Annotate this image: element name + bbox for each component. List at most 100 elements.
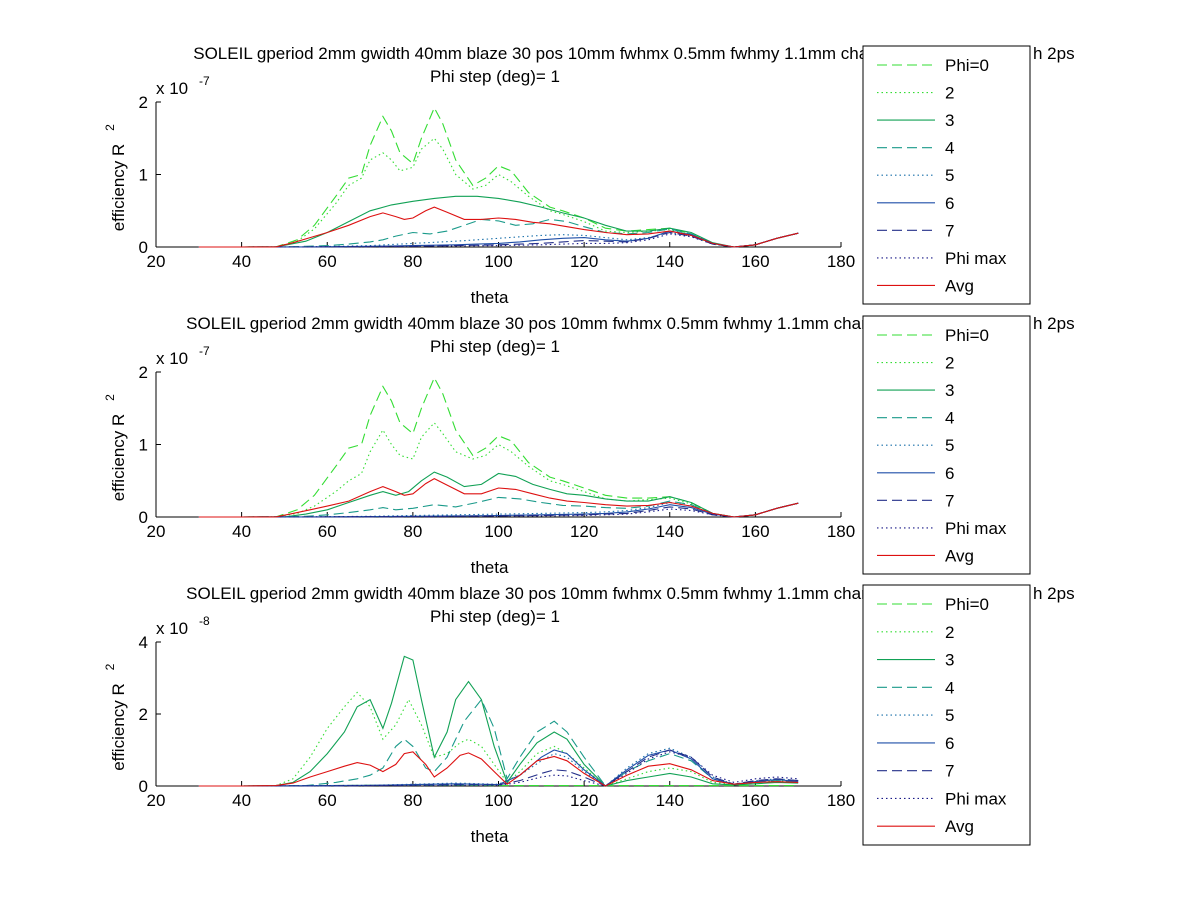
legend: Phi=0 2 3 4 5 6 7 Phi max Avg <box>862 584 1031 846</box>
y-axis-label: efficiency R <box>109 414 128 502</box>
legend-entry: 6 <box>945 734 954 753</box>
plot-title-tail: h 2ps <box>1033 44 1075 63</box>
subplot-3: 20 40 60 80 100 120 140 160 180 0 2 4 x 10 -8 theta eff… <box>103 584 900 846</box>
x-axis-label: theta <box>471 288 509 307</box>
series-line-3 <box>198 471 799 518</box>
series-line-avg <box>198 206 799 248</box>
x-tick-label: 180 <box>827 791 855 810</box>
x-tick-label: 20 <box>147 522 166 541</box>
legend-entry: 3 <box>945 111 954 130</box>
x-tick-label: 80 <box>403 791 422 810</box>
x-tick-label: 40 <box>232 522 251 541</box>
y-exponent-base: x 10 <box>156 349 188 368</box>
legend-entry: 7 <box>945 762 954 781</box>
x-tick-label: 60 <box>318 791 337 810</box>
y-tick-label: 1 <box>139 436 148 455</box>
y-axis-label-superscript: 2 <box>103 124 117 131</box>
legend-entry: 5 <box>945 436 954 455</box>
legend-entry: 5 <box>945 166 954 185</box>
plot-title: SOLEIL gperiod 2mm gwidth 40mm blaze 30 … <box>186 584 900 603</box>
x-tick-label: 160 <box>741 791 769 810</box>
legend-box <box>862 45 1031 305</box>
x-tick-label: 80 <box>403 252 422 271</box>
x-tick-label: 40 <box>232 252 251 271</box>
plot-title: SOLEIL gperiod 2mm gwidth 40mm blaze 30 … <box>186 314 900 333</box>
y-axis-label-superscript: 2 <box>103 394 117 401</box>
series-line-3 <box>198 195 799 248</box>
y-exponent-base: x 10 <box>156 619 188 638</box>
x-tick-label: 140 <box>656 252 684 271</box>
x-tick-label: 120 <box>570 252 598 271</box>
y-tick-label: 4 <box>139 633 148 652</box>
plot-subtitle: Phi step (deg)= 1 <box>430 607 560 626</box>
y-axis-label-group: efficiency R 2 <box>103 124 128 231</box>
series-line-6 <box>198 749 799 787</box>
legend: Phi=0 2 3 4 5 6 7 Phi max Avg <box>862 315 1031 575</box>
x-tick-label: 120 <box>570 791 598 810</box>
series-line-2 <box>198 421 799 518</box>
legend-entry: 7 <box>945 221 954 240</box>
series-line-phi-0 <box>198 106 799 248</box>
legend-entry: 2 <box>945 84 954 103</box>
y-axis-label-group: efficiency R 2 <box>103 394 128 501</box>
plot-title-tail: h 2ps <box>1033 314 1075 333</box>
x-tick-label: 80 <box>403 522 422 541</box>
y-tick-label: 2 <box>139 705 148 724</box>
legend-entry: 7 <box>945 491 954 510</box>
subplot-1: 20 40 60 80 100 120 140 160 180 0 1 2 x 10 -7 theta eff… <box>103 44 893 307</box>
legend-entry: Phi max <box>945 249 1007 268</box>
legend-entry: Avg <box>945 546 974 565</box>
legend-entry: Phi=0 <box>945 595 989 614</box>
x-tick-label: 140 <box>656 791 684 810</box>
y-tick-label: 2 <box>139 363 148 382</box>
y-axis-label-group: efficiency R 2 <box>103 663 128 770</box>
y-exponent-power: -7 <box>199 74 210 88</box>
x-tick-label: 100 <box>484 252 512 271</box>
x-tick-label: 160 <box>741 252 769 271</box>
y-tick-label: 0 <box>139 508 148 527</box>
legend-entry: 2 <box>945 623 954 642</box>
plot-title-tail: h 2ps <box>1033 584 1075 603</box>
legend-entry: Phi max <box>945 519 1007 538</box>
y-exponent-power: -7 <box>199 344 210 358</box>
series-line-phi-max <box>198 751 799 787</box>
legend-entry: Phi max <box>945 789 1007 808</box>
x-tick-label: 20 <box>147 791 166 810</box>
legend-entry: 3 <box>945 651 954 670</box>
y-axis-label: efficiency R <box>109 683 128 771</box>
series-line-5 <box>198 747 799 787</box>
plot-subtitle: Phi step (deg)= 1 <box>430 337 560 356</box>
y-tick-label: 1 <box>139 166 148 185</box>
y-tick-label: 2 <box>139 93 148 112</box>
x-tick-label: 180 <box>827 522 855 541</box>
y-tick-label: 0 <box>139 777 148 796</box>
y-exponent-base: x 10 <box>156 79 188 98</box>
series-line-2 <box>198 691 799 787</box>
legend: Phi=0 2 3 4 5 6 7 Phi max Avg <box>862 45 1031 305</box>
x-tick-label: 40 <box>232 791 251 810</box>
y-axis-label: efficiency R <box>109 144 128 232</box>
legend-entry: 4 <box>945 139 954 158</box>
legend-entry: Phi=0 <box>945 326 989 345</box>
y-exponent-power: -8 <box>199 614 210 628</box>
x-tick-label: 60 <box>318 522 337 541</box>
legend-entry: 3 <box>945 381 954 400</box>
series-line-4 <box>198 698 799 787</box>
legend-entry: 4 <box>945 678 954 697</box>
x-tick-label: 140 <box>656 522 684 541</box>
x-tick-label: 60 <box>318 252 337 271</box>
x-tick-label: 100 <box>484 791 512 810</box>
y-tick-label: 0 <box>139 238 148 257</box>
legend-entry: Avg <box>945 817 974 836</box>
series-line-2 <box>198 137 799 248</box>
series-line-7 <box>198 749 799 787</box>
legend-entry: 2 <box>945 354 954 373</box>
series-line-avg <box>198 477 799 518</box>
plot-title: SOLEIL gperiod 2mm gwidth 40mm blaze 30 … <box>193 44 892 63</box>
subplot-2: 20 40 60 80 100 120 140 160 180 0 1 2 x 10 -7 theta eff… <box>103 314 900 577</box>
legend-entry: Phi=0 <box>945 56 989 75</box>
series-line-phi-0 <box>198 376 799 518</box>
legend-entry: 4 <box>945 409 954 428</box>
x-tick-label: 160 <box>741 522 769 541</box>
